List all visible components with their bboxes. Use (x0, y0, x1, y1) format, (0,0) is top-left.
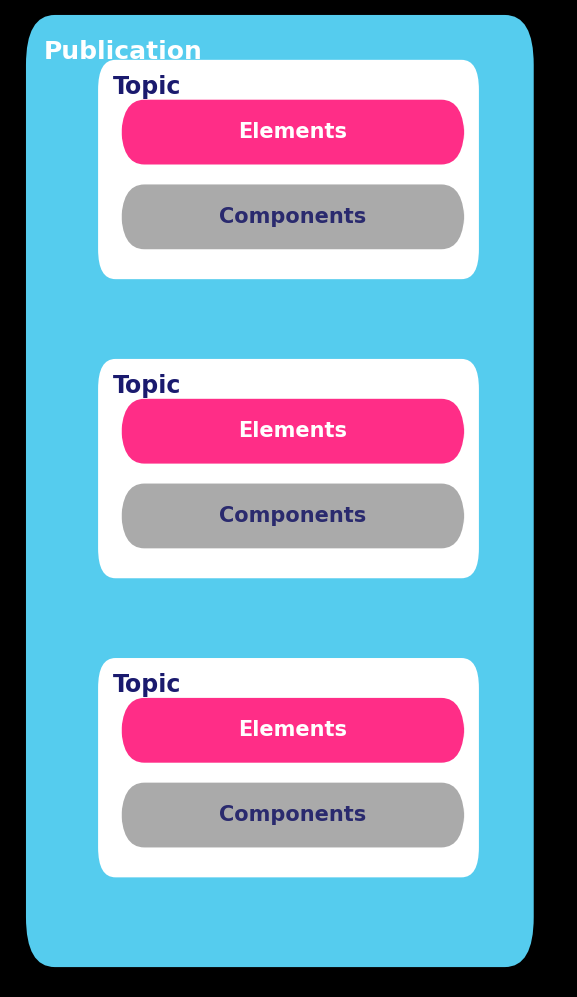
FancyBboxPatch shape (98, 60, 479, 279)
Text: Elements: Elements (238, 122, 347, 143)
FancyBboxPatch shape (26, 15, 534, 967)
Text: Components: Components (219, 805, 366, 826)
Text: Topic: Topic (113, 673, 181, 697)
FancyBboxPatch shape (121, 399, 464, 464)
Text: Elements: Elements (238, 720, 347, 741)
Text: Components: Components (219, 206, 366, 227)
FancyBboxPatch shape (121, 100, 464, 165)
Text: Topic: Topic (113, 75, 181, 99)
FancyBboxPatch shape (121, 484, 464, 548)
FancyBboxPatch shape (121, 783, 464, 847)
Text: Publication: Publication (43, 40, 202, 64)
Text: Elements: Elements (238, 421, 347, 442)
Text: Topic: Topic (113, 374, 181, 398)
FancyBboxPatch shape (121, 698, 464, 763)
FancyBboxPatch shape (98, 658, 479, 877)
FancyBboxPatch shape (121, 184, 464, 249)
FancyBboxPatch shape (98, 359, 479, 578)
Text: Components: Components (219, 505, 366, 526)
